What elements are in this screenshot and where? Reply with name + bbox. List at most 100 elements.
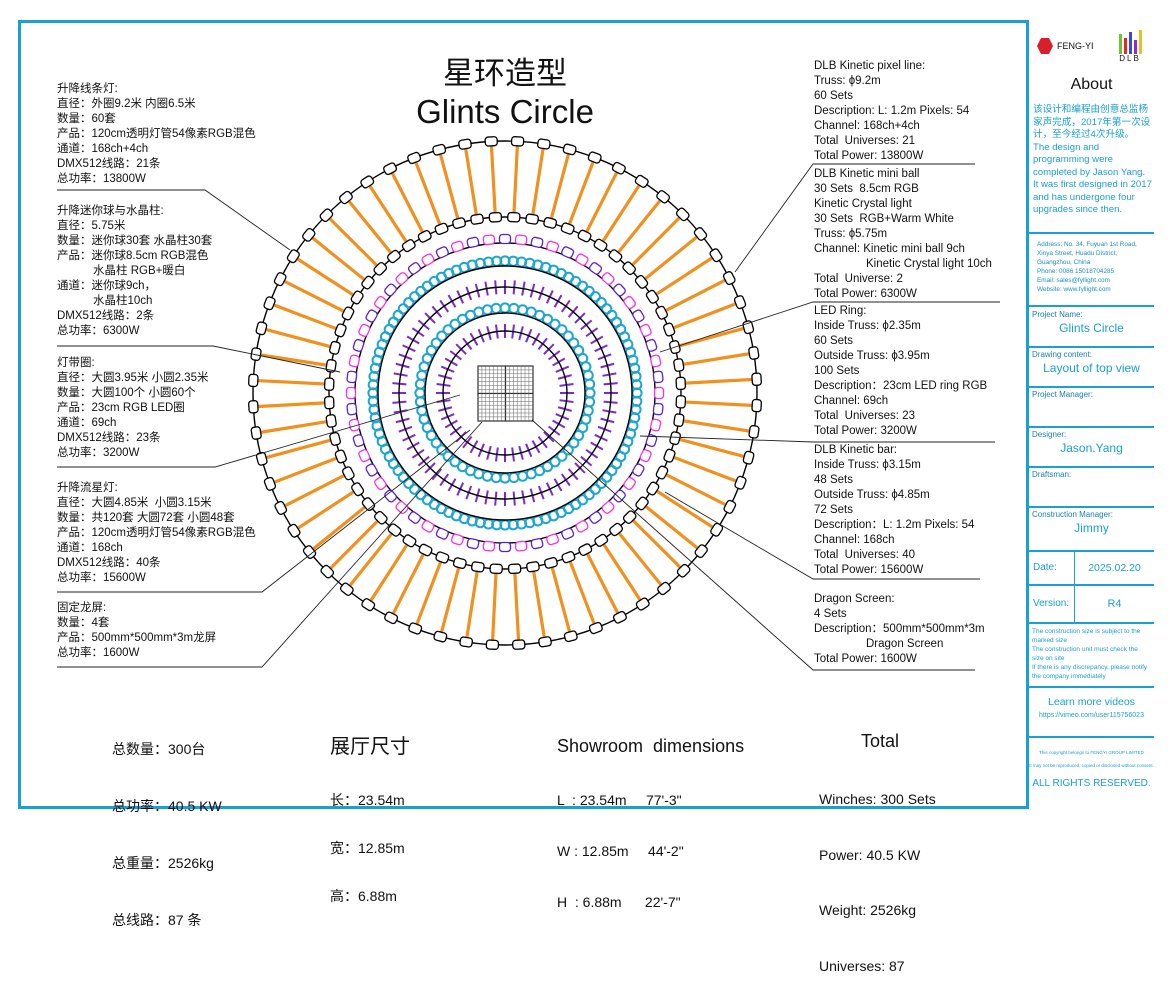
kinetic-bar-inner-truss [442,330,568,456]
spec-line: Inside Truss: ϕ3.15m [814,459,921,471]
kinetic-pixel-line-bar [389,549,427,619]
winch-fixture [634,174,649,188]
spec-line: Kinetic Crystal light 10ch [866,258,992,270]
winch-fixture [320,564,335,579]
winch-fixture [722,271,736,286]
leader-line [57,189,291,251]
led-ring-outer [589,291,601,303]
videos-link[interactable]: https://vimeo.com/user115756023 [1039,712,1144,719]
leader-line [57,421,483,668]
total-line: Universes: 87 [819,957,905,974]
total-line: Winches: 300 Sets [819,791,936,807]
kinetic-pixel-line-bar [490,568,498,645]
winch-fixture [286,249,300,264]
spec-line: 产品：500mm*500mm*3m龙屏 [57,632,217,644]
mini-ball [623,476,636,491]
winch-fixture [748,346,760,360]
led-ring-inner [456,461,469,473]
winch-fixture [325,414,337,428]
summary-line: 总重量：2526kg [112,855,214,871]
spec-line: DMX512线路：2条 [57,310,155,322]
winch-fixture [622,510,637,524]
videos-row: Learn more videos https://vimeo.com/user… [1029,688,1154,738]
spec-line: Total Universe: 2 [814,273,903,285]
led-ring-outer [403,297,415,309]
divider [1029,232,1154,234]
mini-ball [601,272,615,285]
fengyi-logo-text: FENG-YI [1057,41,1094,51]
led-ring-outer [409,291,421,303]
winch-fixture [563,630,578,643]
winch-fixture [361,598,376,612]
mini-ball [649,354,662,368]
winch-fixture [361,275,375,290]
winch-fixture [417,230,432,243]
spec-line: 直径：5.75米 [57,220,126,232]
mini-ball [546,533,560,546]
version-row: Version: R4 [1029,586,1154,624]
kinetic-pixel-line-bar [261,437,336,461]
kinetic-pixel-line-bar [325,214,382,270]
total-title: Total [861,731,900,751]
kinetic-pixel-line-bar [614,528,666,590]
crystal-light [652,370,664,384]
spec-line: Channel: 168ch [814,534,895,546]
spec-line: 直径：大圆3.95米 小圆2.35米 [57,372,209,384]
winch-fixture [360,175,375,189]
kinetic-pixel-line-bar [583,167,621,237]
led-ring-outer [397,303,409,315]
spec-line: 产品：23cm RGB LED圈 [57,402,185,414]
hall-title: 展厅尺寸 [330,736,410,758]
crystal-light [435,527,449,540]
winch-fixture [484,136,498,147]
winch-fixture [374,510,388,525]
kinetic-pixel-line-bar [614,195,665,257]
top-view-diagram [57,136,1000,671]
field-label: Draftsman: [1032,470,1072,479]
winch-fixture [594,533,609,547]
winch-fixture [273,272,287,287]
winch-fixture [287,523,301,538]
winch-fixture [675,395,687,409]
led-ring-inner [449,456,461,468]
hall-line: 长：23.54m [330,792,405,808]
spec-line: 60 Sets [814,335,853,347]
kinetic-pixel-line-bar [651,487,718,532]
winch-fixture [329,340,341,355]
kinetic-pixel-line-bar [437,149,461,224]
winch-fixture [663,322,676,337]
crystal-light [588,511,603,524]
total-line: Power: 40.5 KW [819,846,921,863]
dlb-logo-icon [1115,30,1145,54]
spec-line: Truss: ϕ9.2m [814,75,881,87]
left-spec-block: 灯带圈: 直径：大圆3.95米 小圆2.35米 数量：大圆100个 小圆60个 产品：… [57,356,208,461]
about-title: About [1070,76,1113,93]
led-ring-inner [583,378,596,390]
left-spec-block: 升降迷你球与水晶柱: 直径：5.75米 数量：迷你球30套 水晶柱30套 产品：迷你球… [57,204,212,339]
winch-fixture [742,320,755,335]
spec-line: Total Power: 6300W [814,288,917,300]
winch-fixture [325,359,337,373]
led-ring-inner [436,444,448,456]
mini-ball [374,295,387,310]
spec-line: DLB Kinetic mini ball [814,168,920,180]
kinetic-pixel-line-bar [307,233,369,284]
winch-fixture [634,274,649,289]
winch-fixture [402,534,417,548]
led-ring-inner [568,437,580,449]
winch-fixture [452,217,466,229]
winch-fixture [302,545,317,559]
spec-line: 水晶柱10ch [93,295,153,307]
kinetic-pixel-line-bar [255,352,332,368]
mini-ball [348,418,361,432]
winch-fixture [489,563,503,575]
copyright-block: This copyright belongs to FENGYI GROUP L… [1029,750,1154,789]
leader-line [734,163,975,273]
dragon-screen [477,365,507,395]
mini-ball [601,501,615,514]
mini-ball [546,240,560,253]
kinetic-bar-outer-truss [398,286,612,500]
total-line: Weight: 2526kg [819,902,917,918]
divider [1029,305,1154,307]
field-label: Designer: [1032,430,1067,439]
